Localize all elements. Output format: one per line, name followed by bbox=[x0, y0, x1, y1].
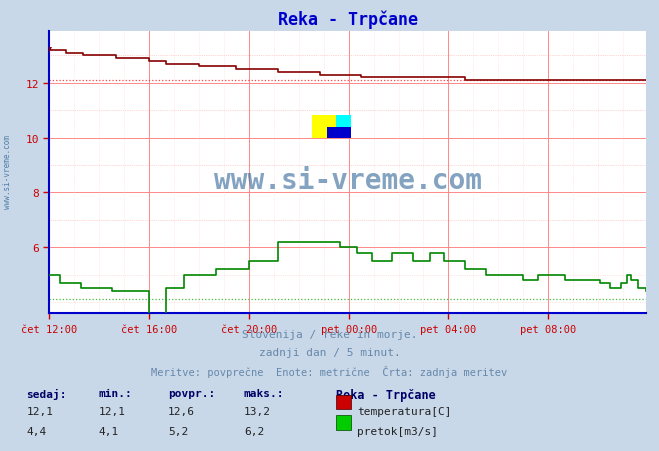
Text: 12,6: 12,6 bbox=[168, 406, 195, 416]
Text: Reka - Trpčane: Reka - Trpčane bbox=[336, 388, 436, 401]
Text: www.si-vreme.com: www.si-vreme.com bbox=[214, 167, 482, 195]
Text: povpr.:: povpr.: bbox=[168, 388, 215, 398]
Text: 12,1: 12,1 bbox=[26, 406, 53, 416]
Bar bbox=[327, 128, 351, 139]
Text: 4,1: 4,1 bbox=[99, 426, 119, 436]
Bar bbox=[312, 116, 335, 139]
Text: pretok[m3/s]: pretok[m3/s] bbox=[357, 426, 438, 436]
Text: zadnji dan / 5 minut.: zadnji dan / 5 minut. bbox=[258, 347, 401, 357]
Text: sedaj:: sedaj: bbox=[26, 388, 67, 399]
Text: Meritve: povprečne  Enote: metrične  Črta: zadnja meritev: Meritve: povprečne Enote: metrične Črta:… bbox=[152, 365, 507, 377]
Bar bbox=[335, 116, 351, 139]
Text: maks.:: maks.: bbox=[244, 388, 284, 398]
Text: www.si-vreme.com: www.si-vreme.com bbox=[3, 134, 13, 208]
Text: 4,4: 4,4 bbox=[26, 426, 47, 436]
Text: 12,1: 12,1 bbox=[99, 406, 126, 416]
Text: min.:: min.: bbox=[99, 388, 132, 398]
Title: Reka - Trpčane: Reka - Trpčane bbox=[277, 10, 418, 28]
Text: 13,2: 13,2 bbox=[244, 406, 271, 416]
Text: temperatura[C]: temperatura[C] bbox=[357, 406, 451, 416]
Text: Slovenija / reke in morje.: Slovenija / reke in morje. bbox=[242, 329, 417, 339]
Text: 6,2: 6,2 bbox=[244, 426, 264, 436]
Text: 5,2: 5,2 bbox=[168, 426, 188, 436]
